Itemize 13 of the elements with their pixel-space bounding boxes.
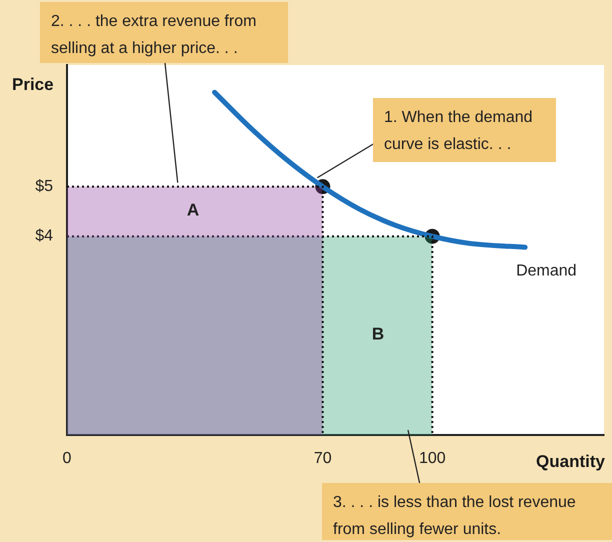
annotation: 1. When the demand curve is elastic. . . (384, 109, 533, 153)
series-label: Demand (516, 262, 577, 280)
text: 3. . . . is less than the lost revenue from selling fewer units. (333, 494, 576, 538)
x-tick-label: 100 (418, 450, 446, 468)
x-axis-title: Quantity (536, 452, 606, 471)
annotation: 2. . . . the extra revenue from selling at a higher price. . . (51, 13, 256, 57)
x-tick-label: 0 (62, 450, 72, 468)
y-tick-label: $4 (35, 228, 54, 245)
annotation: A (186, 200, 200, 220)
annotation: B (372, 324, 384, 344)
x-tick-label: 70 (314, 450, 332, 468)
y-axis-title: Price (12, 75, 54, 94)
y-tick-label: $5 (35, 178, 54, 196)
